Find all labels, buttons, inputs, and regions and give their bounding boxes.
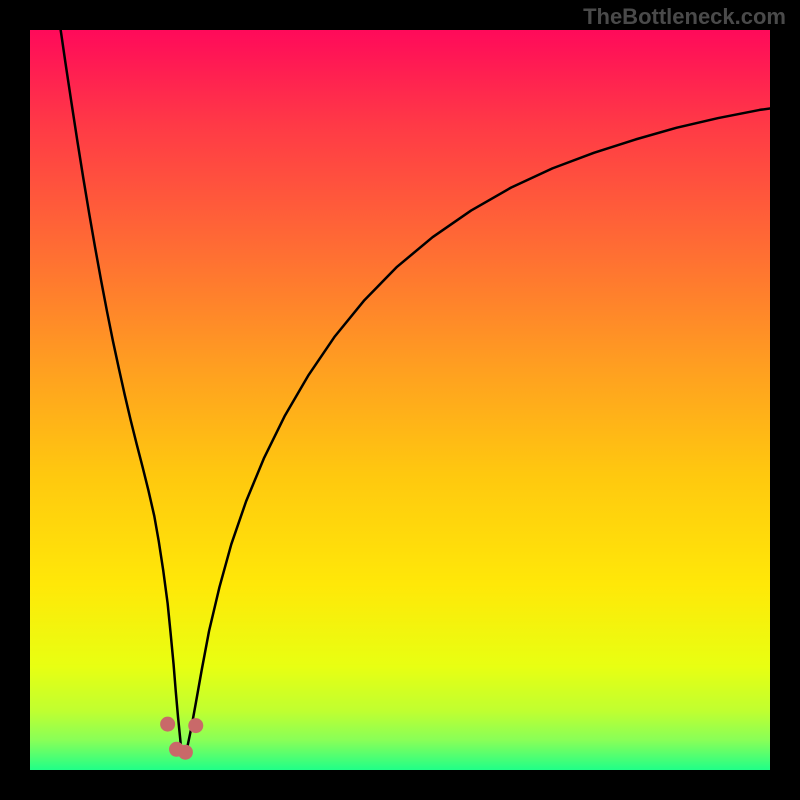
trough-dot [178, 745, 193, 760]
trough-dot [160, 717, 175, 732]
trough-dot [188, 718, 203, 733]
watermark-text: TheBottleneck.com [583, 4, 786, 30]
bottleneck-chart [0, 0, 800, 800]
plot-background-gradient [30, 30, 770, 770]
